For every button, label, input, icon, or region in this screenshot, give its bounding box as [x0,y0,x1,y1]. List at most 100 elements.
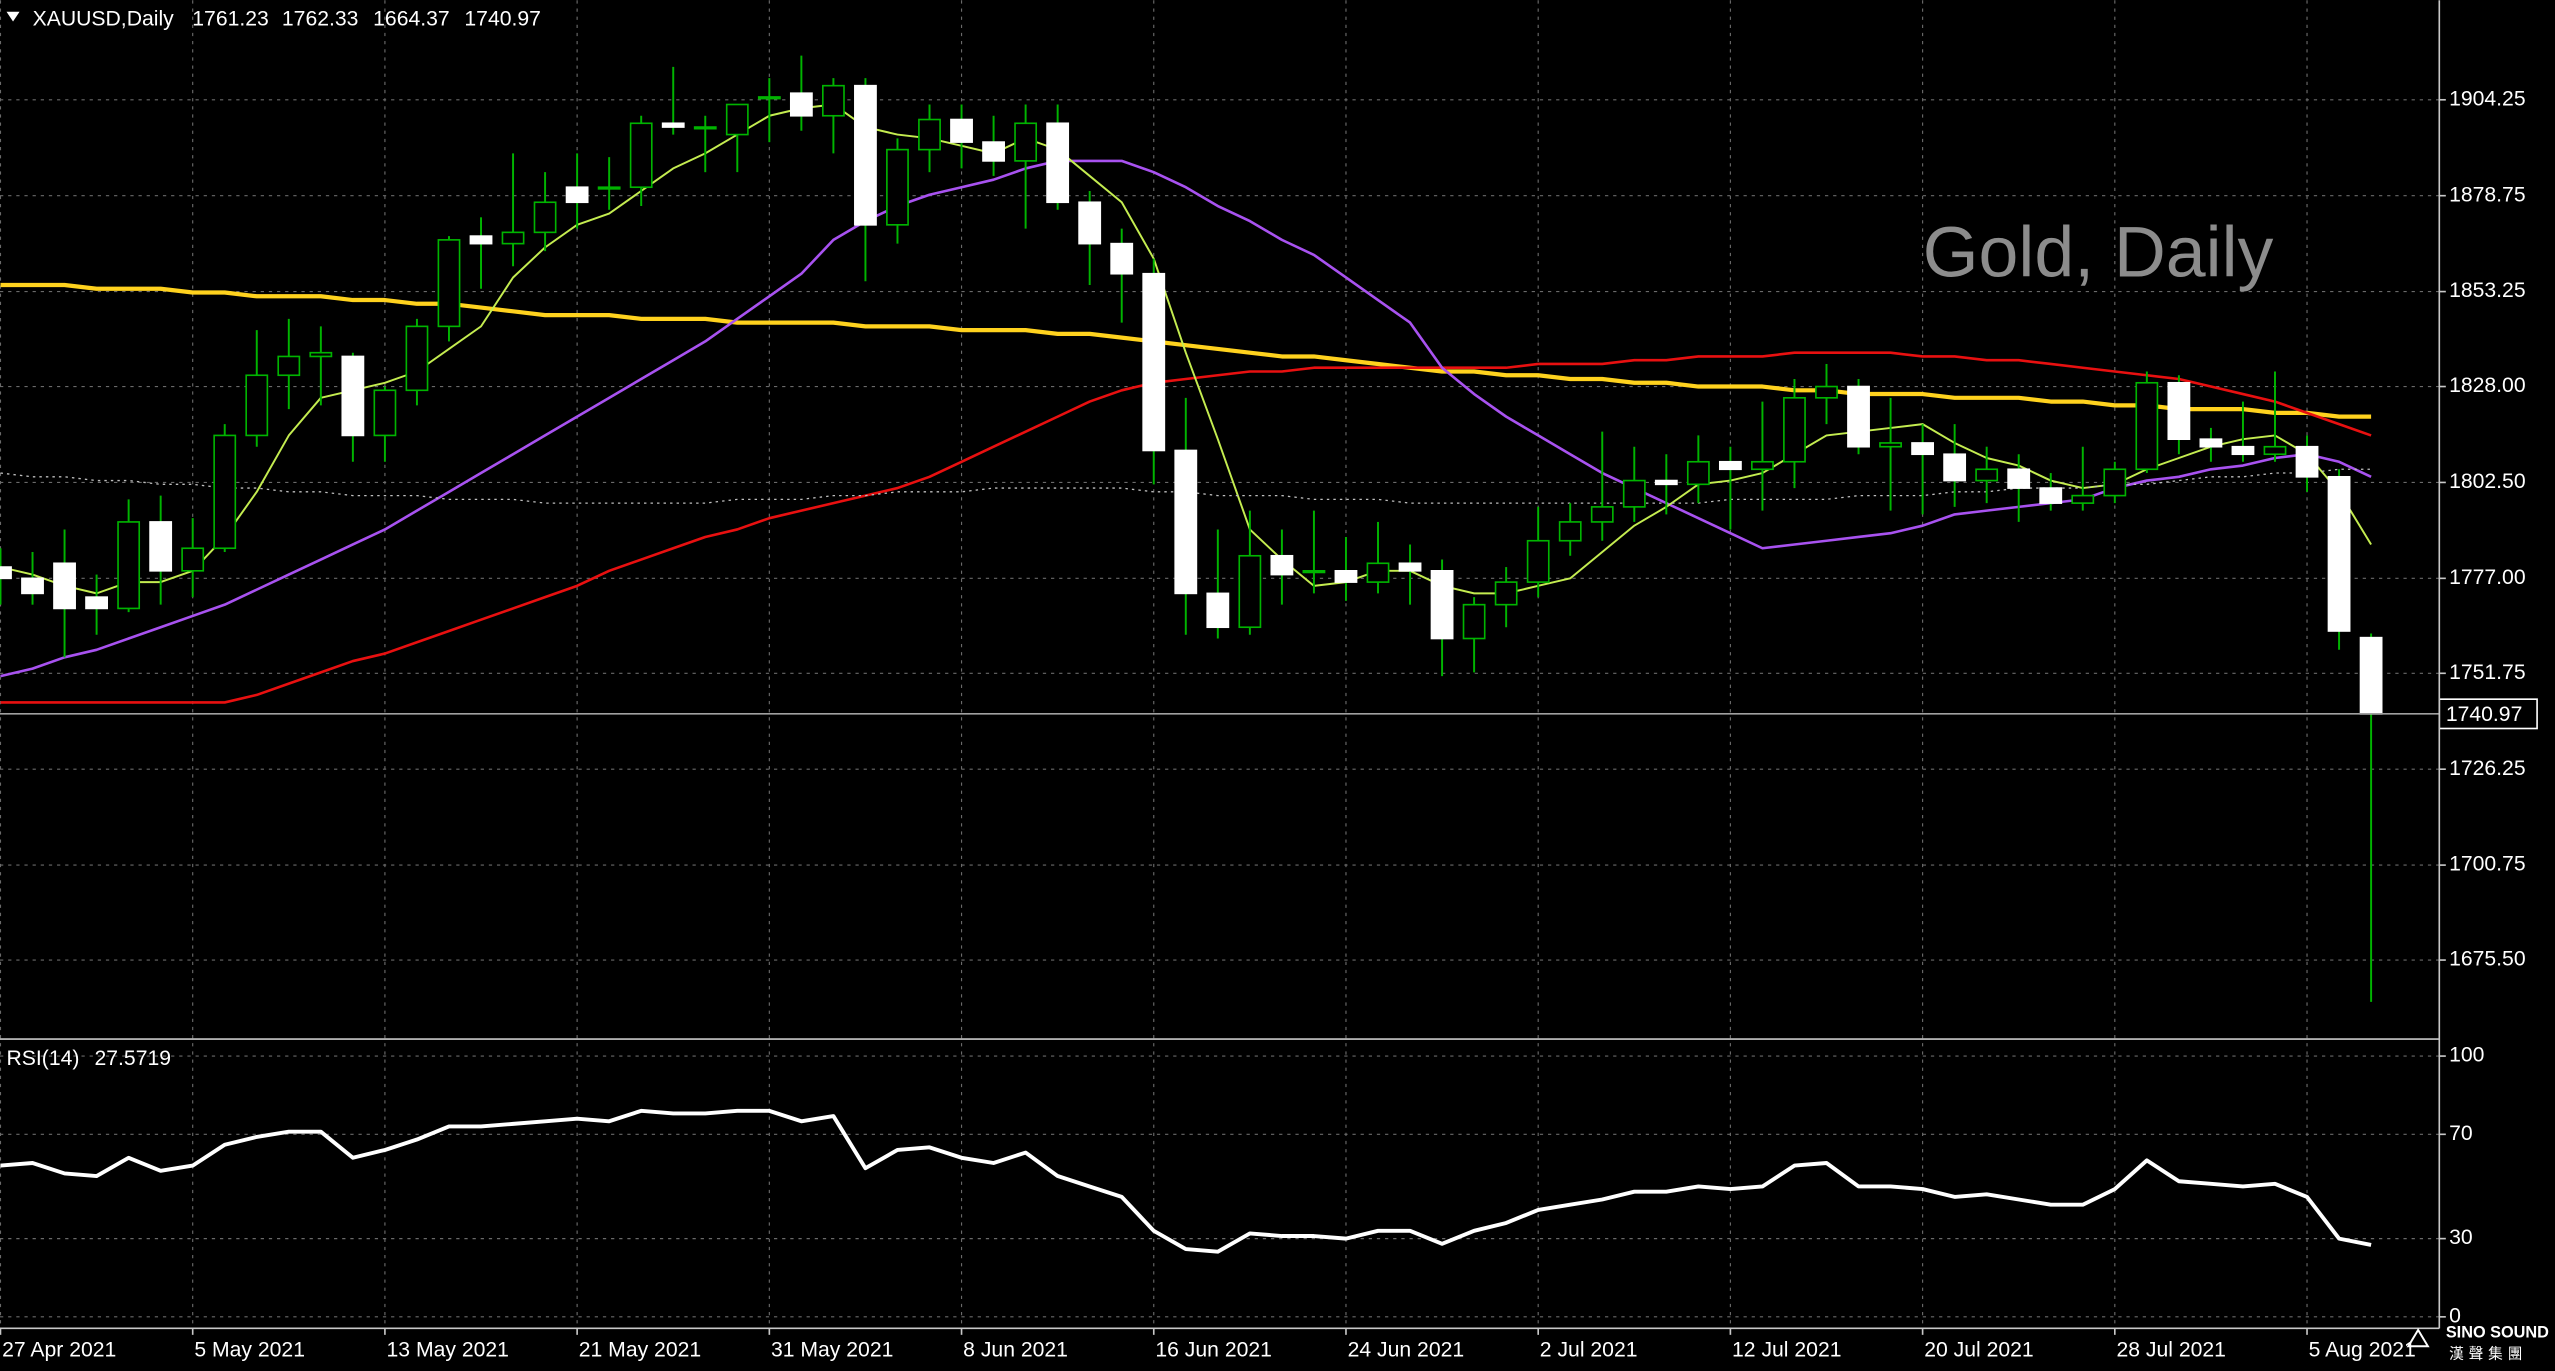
candle-body [21,577,44,595]
candle-body [982,141,1005,162]
candle-body [181,547,205,572]
low-value: 1664.37 [373,7,450,30]
candle-body [1590,506,1614,523]
candle-body [437,239,461,328]
candle-body [1366,562,1390,583]
moving-average-line [0,103,2372,595]
candle-body [2199,438,2223,448]
y-tick-label: 1828.00 [2449,374,2526,397]
candle-body [245,374,269,437]
candle-body [373,389,397,437]
candle-body [405,325,429,392]
candle-body [1815,385,1838,399]
candle-body [1654,479,1678,486]
logo-mark [2406,1328,2430,1348]
x-tick-label: 13 May 2021 [387,1339,509,1362]
candle-body [629,122,653,189]
candle-body [1014,122,1038,162]
y-tick-label: 1700.75 [2449,853,2526,876]
candle-layer [0,55,2440,1002]
candle-body [309,351,333,358]
moving-average-line [0,282,2372,419]
x-tick-label: 5 May 2021 [194,1339,305,1362]
x-tick-label: 27 Apr 2021 [2,1339,116,1362]
candle-body [1174,449,1198,595]
candle-body [1975,468,1999,482]
logo-subtitle: 漢聲集團 [2449,1345,2527,1362]
y-tick-label: 70 [2449,1122,2473,1145]
candle-body [1622,479,1646,508]
rsi-title: RSI(14) [7,1047,80,1070]
candle-body [1847,385,1870,448]
collapse-icon[interactable] [6,11,20,22]
candle-body [277,355,301,377]
candle-body [1558,521,1582,542]
candle-body [2103,468,2127,497]
x-tick-label: 31 May 2021 [771,1339,893,1362]
x-tick-label: 5 Aug 2021 [2309,1339,2416,1362]
y-tick-label: 1726.25 [2449,757,2526,780]
candle-body [2167,381,2191,441]
candle-body [886,148,909,226]
candle-body [1206,592,1230,629]
y-tick-label: 1777.00 [2449,566,2526,589]
moving-average-line [0,159,2372,678]
current-price-box [2438,698,2538,730]
candle-body [2039,487,2063,504]
candle-body [789,92,813,117]
candle-body [1430,570,1454,640]
candle-body [501,231,525,245]
candle-body [565,186,589,204]
y-tick-label: 1751.75 [2449,661,2526,684]
open-value: 1761.23 [192,7,269,30]
candle-body [661,122,685,128]
y-tick-label: 0 [2449,1304,2461,1327]
candle-body [1943,453,1967,482]
x-tick-label: 28 Jul 2021 [2116,1339,2225,1362]
candle-body [725,103,749,136]
candle-body [533,201,557,234]
candle-body [1462,603,1486,640]
candle-body [149,521,173,572]
candle-body [2135,381,2159,471]
candle-body [2071,494,2095,504]
candle-body [821,84,845,117]
candle-body [2007,468,2031,489]
candle-body [1398,562,1422,572]
candle-body [1783,397,1806,463]
candle-body [469,235,493,245]
candle-body [2263,445,2287,456]
rsi-value: 27.5719 [95,1047,172,1070]
candle-body [1911,442,1935,456]
y-tick-label: 1675.50 [2449,948,2526,971]
candle-body [1879,442,1902,448]
candle-body [1526,539,1550,583]
candle-body [693,126,717,130]
label-layer: Gold, Daily XAUUSD,Daily 1761.23 1762.33… [2,7,2538,1362]
candle-body [1334,570,1358,583]
candle-body [1078,201,1102,245]
candle-body [341,355,365,437]
candle-body [1686,460,1710,486]
x-tick-label: 8 Jun 2021 [963,1339,1068,1362]
candle-body [85,596,109,610]
x-tick-label: 24 Jun 2021 [1348,1339,1465,1362]
close-value: 1740.97 [464,7,541,30]
x-tick-label: 16 Jun 2021 [1155,1339,1272,1362]
candle-body [1494,581,1518,606]
candle-body [950,118,973,143]
candle-body [2327,475,2351,632]
y-tick-label: 1878.75 [2449,183,2526,206]
candle-body [1238,554,1262,629]
candle-body [2231,445,2255,456]
y-tick-label: 100 [2449,1044,2484,1067]
candle-body [854,84,877,226]
x-tick-label: 12 Jul 2021 [1732,1339,1841,1362]
candle-body [757,96,781,100]
x-tick-label: 21 May 2021 [579,1339,701,1362]
x-tick-label: 20 Jul 2021 [1924,1339,2033,1362]
logo-name: SINO SOUND [2446,1324,2549,1342]
